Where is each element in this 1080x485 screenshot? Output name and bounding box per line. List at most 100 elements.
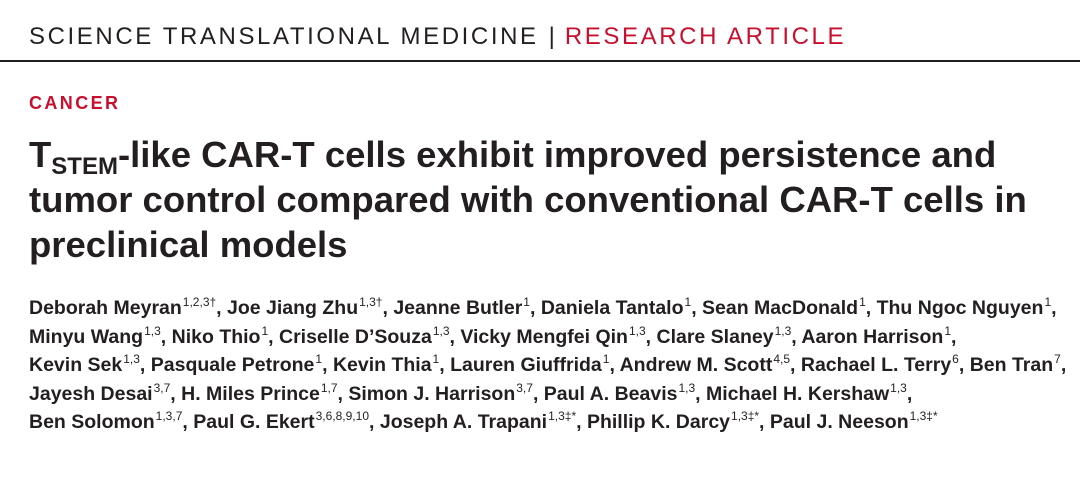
author-affiliation: 3,6,8,9,10 [315, 409, 369, 423]
author-name: Ben Tran [969, 354, 1054, 376]
title-subscript: STEM [51, 153, 118, 180]
author-separator: , [532, 382, 539, 405]
title-main: -like CAR-T cells exhibit improved persi… [29, 134, 1027, 265]
author: H. Miles Prince1,7, [181, 380, 343, 405]
author-affiliation: 3,7 [153, 380, 171, 395]
author-separator: , [576, 411, 582, 433]
author-separator: , [906, 382, 913, 405]
author-name: Pasquale Petrone [150, 354, 315, 376]
author-separator: , [139, 354, 146, 376]
author: Paul J. Neeson1,3‡* [769, 409, 938, 433]
author-affiliation: 1,3,7 [155, 409, 183, 423]
author-separator: , [337, 382, 343, 405]
author-separator: , [160, 325, 167, 348]
author: Deborah Meyran1,2,3†, [29, 295, 222, 319]
author: Paul G. Ekert3,6,8,9,10, [193, 409, 375, 433]
author: Michael H. Kershaw1,3, [706, 380, 913, 405]
author: Paul A. Beavis1,3, [543, 380, 701, 405]
author-affiliation: 1,3‡* [548, 409, 577, 423]
author: Niko Thio1, [171, 323, 274, 348]
author: Simon J. Harrison3,7, [348, 380, 539, 405]
author-name: Daniela Tantalo [540, 297, 684, 319]
author: Rachael L. Terry6, [800, 353, 964, 376]
author-separator: , [382, 297, 388, 319]
author-separator: , [790, 354, 796, 376]
author: Kevin Thia1, [332, 353, 445, 376]
author-separator: , [759, 411, 765, 433]
author: Daniela Tantalo1, [540, 295, 697, 319]
author-name: Deborah Meyran [29, 297, 182, 319]
author-affiliation: 1 [602, 352, 610, 366]
author-affiliation: 1,3† [359, 295, 383, 309]
author-affiliation: 1,3‡* [731, 409, 760, 423]
author-name: Lauren Giuffrida [450, 354, 602, 376]
article-type: RESEARCH ARTICLE [564, 23, 847, 50]
journal-name: SCIENCE TRANSLATIONAL MEDICINE [29, 23, 539, 50]
author-list: Deborah Meyran1,2,3†, Joe Jiang Zhu1,3†,… [29, 294, 1074, 437]
author-affiliation: 1 [523, 295, 530, 309]
author: Joe Jiang Zhu1,3†, [227, 295, 388, 319]
author-name: Minyu Wang [29, 325, 144, 348]
section-label: CANCER [29, 93, 121, 113]
title-prefix: T [29, 134, 52, 175]
author-name: Aaron Harrison [801, 325, 944, 348]
author: Clare Slaney1,3, [656, 325, 796, 348]
author-affiliation: 1,3 [123, 352, 140, 366]
author-separator: , [645, 325, 652, 348]
author-separator: , [1051, 297, 1057, 319]
author: Kevin Sek1,3, [29, 352, 146, 376]
author-affiliation: 1,3 [678, 380, 696, 395]
author-affiliation: 1,3‡* [909, 409, 938, 423]
author-name: Simon J. Harrison [348, 382, 516, 405]
author-affiliation: 1,3 [432, 323, 450, 338]
author-separator: , [268, 325, 274, 348]
author: Joseph A. Trapani1,3‡*, [380, 409, 582, 433]
author-affiliation: 1 [684, 295, 692, 309]
author: Ben Tran7, [969, 352, 1067, 376]
author: Lauren Giuffrida1, [450, 352, 615, 376]
author-name: Jayesh Desai [29, 382, 153, 405]
author-name: Kevin Thia [332, 354, 432, 376]
author-affiliation: 4,5 [773, 352, 791, 366]
author: Andrew M. Scott4,5, [620, 352, 796, 376]
author-affiliation: 7 [1054, 352, 1061, 366]
author-affiliation: 1 [859, 295, 866, 309]
author-affiliation: 1,2,3† [182, 295, 217, 309]
author-affiliation: 1 [944, 323, 952, 338]
author-separator: , [322, 354, 328, 376]
author-name: Thu Ngoc Nguyen [876, 297, 1044, 319]
author-affiliation: 1,7 [320, 380, 338, 395]
header-rule [0, 60, 1080, 62]
author-name: Ben Solomon [29, 411, 155, 433]
author: Jayesh Desai3,7, [29, 380, 176, 405]
author: Thu Ngoc Nguyen1, [876, 295, 1057, 319]
author: Minyu Wang1,3, [29, 323, 167, 348]
author: Vicky Mengfei Qin1,3, [460, 323, 652, 348]
author-name: Paul A. Beavis [543, 382, 678, 405]
author-separator: , [691, 297, 697, 319]
author-affiliation: 1,3 [890, 380, 907, 395]
author-separator: , [865, 297, 872, 319]
author: Criselle D’Souza1,3, [279, 323, 455, 348]
author-name: Vicky Mengfei Qin [460, 325, 628, 348]
article-title: TSTEM-like CAR-T cells exhibit improved … [29, 132, 1069, 267]
author-name: Rachael L. Terry [800, 354, 952, 376]
author-affiliation: 1,3 [628, 323, 646, 338]
author-affiliation: 1 [261, 323, 269, 338]
author-separator: , [609, 354, 615, 376]
author-name: H. Miles Prince [181, 382, 320, 405]
author-affiliation: 3,7 [516, 380, 533, 395]
author-name: Clare Slaney [656, 325, 774, 348]
author-name: Criselle D’Souza [279, 325, 432, 348]
author-affiliation: 1 [1044, 295, 1052, 309]
author: Ben Solomon1,3,7, [29, 409, 188, 433]
author-name: Niko Thio [171, 325, 261, 348]
author-separator: , [1060, 354, 1067, 376]
author-name: Paul G. Ekert [193, 411, 315, 433]
author-name: Paul J. Neeson [769, 411, 909, 433]
author-separator: , [216, 297, 222, 319]
author-separator: , [369, 411, 375, 433]
author-separator: , [529, 297, 536, 319]
author: Aaron Harrison1, [801, 323, 956, 348]
author-affiliation: 1,3 [144, 323, 161, 338]
